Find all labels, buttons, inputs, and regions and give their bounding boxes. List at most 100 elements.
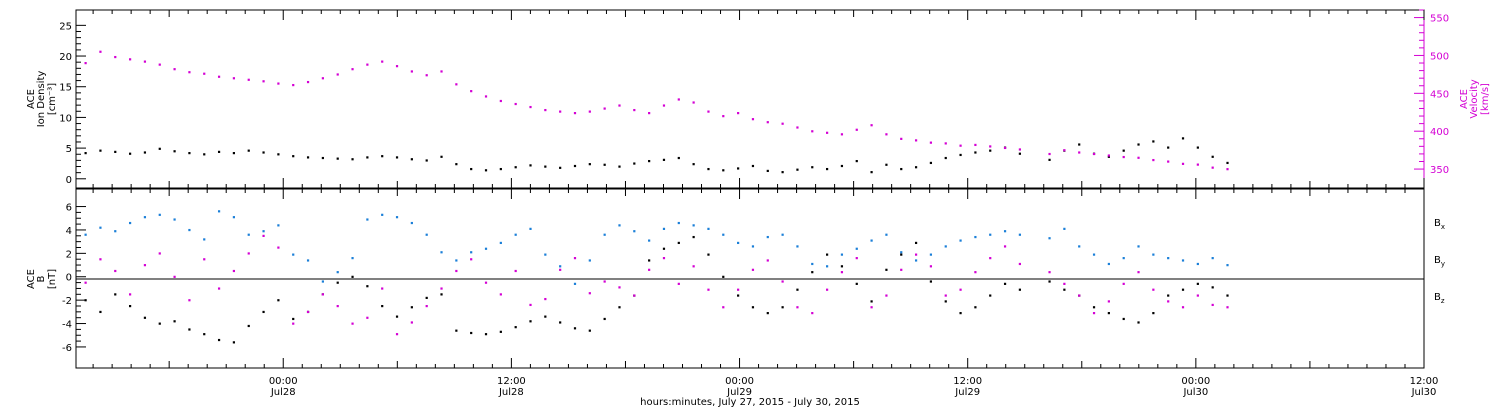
velocity-point — [470, 90, 473, 93]
density-point — [143, 151, 147, 154]
bz-point — [914, 253, 918, 256]
density-point — [292, 155, 295, 158]
density-point — [188, 152, 191, 155]
bz-point — [425, 304, 428, 308]
bz-point — [529, 303, 532, 307]
bx-point — [1018, 288, 1021, 291]
by-point — [677, 221, 680, 225]
density-point — [425, 159, 428, 162]
density-point — [440, 155, 443, 158]
velocity-tick-label: 500 — [1430, 51, 1449, 62]
by-point — [395, 216, 399, 219]
velocity-point — [618, 104, 621, 107]
field-ylabel-line2: B — [36, 275, 47, 282]
density-point — [692, 163, 695, 166]
density-tick-label: 0 — [66, 175, 72, 186]
bz-point — [292, 322, 295, 325]
density-point — [929, 161, 933, 165]
bx-point — [900, 253, 903, 256]
velocity-point — [351, 68, 354, 71]
bz-point — [826, 288, 829, 291]
bz-point — [1092, 312, 1096, 315]
bz-point — [1137, 271, 1140, 274]
bx-point — [796, 288, 799, 291]
by-point — [410, 221, 413, 225]
by-point — [944, 245, 947, 248]
density-point — [618, 165, 621, 168]
bx-point — [781, 306, 784, 309]
by-point — [796, 245, 799, 248]
top-panel-points — [84, 50, 1229, 174]
velocity-point — [737, 112, 740, 115]
density-point — [1078, 143, 1081, 146]
bx-point — [99, 310, 102, 314]
density-point — [410, 158, 413, 161]
bx-point — [559, 321, 562, 324]
by-point — [1167, 257, 1170, 260]
by-point — [1122, 257, 1125, 260]
velocity-point — [885, 133, 888, 136]
velocity-point — [1226, 168, 1229, 171]
density-point — [99, 149, 102, 152]
date-tick-label: Jul29 — [954, 387, 980, 398]
by-point — [247, 233, 250, 236]
bz-point — [692, 265, 695, 268]
density-tick-label: 25 — [59, 21, 72, 32]
velocity-point — [410, 70, 413, 73]
time-tick-label: 12:00 — [1410, 376, 1439, 387]
velocity-point — [989, 145, 992, 148]
density-point — [321, 156, 324, 160]
bz-point — [336, 304, 339, 308]
by-point — [544, 253, 547, 256]
bz-point — [633, 294, 636, 297]
velocity-point — [1063, 149, 1066, 152]
density-point — [262, 151, 265, 154]
bz-point — [395, 333, 399, 336]
velocity-point — [855, 128, 858, 131]
bx-point — [247, 324, 250, 328]
density-point — [1018, 152, 1021, 155]
bz-point — [484, 281, 488, 284]
bx-point — [455, 329, 458, 332]
by-point — [128, 221, 132, 225]
bx-point — [603, 317, 606, 321]
velocity-point — [751, 118, 755, 121]
velocity-point — [1048, 152, 1051, 156]
density-point — [514, 166, 517, 169]
bz-point — [1181, 306, 1185, 309]
bz-point — [855, 257, 858, 260]
velocity-point — [277, 82, 280, 85]
by-point — [766, 235, 769, 239]
velocity-point — [1211, 166, 1214, 169]
velocity-point — [381, 60, 384, 63]
density-point — [766, 169, 769, 173]
bx-point — [840, 265, 844, 268]
field-tick-label: 2 — [66, 249, 72, 260]
by-point — [306, 259, 310, 262]
density-point — [900, 167, 903, 171]
time-tick-label: 00:00 — [269, 376, 298, 387]
bz-point — [781, 280, 784, 283]
by-point — [840, 253, 844, 256]
velocity-point — [232, 77, 236, 80]
bz-point — [440, 287, 443, 290]
by-point — [321, 280, 324, 283]
density-point — [1152, 140, 1155, 143]
bz-point — [944, 294, 947, 297]
bx-point — [1167, 294, 1170, 297]
bz-point — [1211, 303, 1214, 307]
bz-point — [573, 257, 577, 260]
date-tick-label: Jul29 — [726, 387, 752, 398]
by-point — [84, 233, 87, 236]
by-point — [618, 224, 621, 227]
density-point — [811, 166, 814, 169]
velocity-point — [114, 55, 117, 59]
by-point — [989, 233, 992, 236]
by-point — [929, 253, 933, 256]
by-point — [425, 233, 428, 236]
bz-point — [662, 257, 666, 260]
by-point — [559, 265, 562, 268]
bx-point — [217, 338, 221, 342]
density-point — [1107, 155, 1110, 158]
bz-point — [470, 258, 473, 261]
